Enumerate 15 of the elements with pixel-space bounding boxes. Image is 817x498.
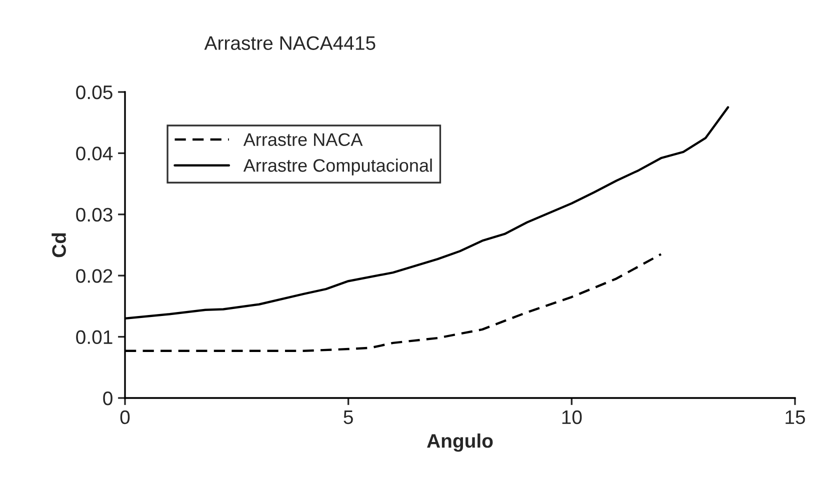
- y-tick-label: 0.01: [76, 330, 112, 344]
- y-tick-label: 0.02: [76, 269, 112, 283]
- x-tick-label: 15: [786, 410, 805, 424]
- legend-label: Arrastre Computacional: [243, 158, 432, 176]
- legend-label: Arrastre NACA: [243, 133, 363, 146]
- x-tick-label: 10: [562, 410, 582, 424]
- y-axis-title: Cd: [52, 233, 66, 258]
- y-tick-label: 0.03: [76, 208, 112, 222]
- y-tick-label: 0: [103, 391, 112, 406]
- x-tick-label: 0: [120, 410, 130, 424]
- x-tick-label: 5: [344, 410, 353, 424]
- x-axis-title: Angulo: [427, 433, 493, 452]
- chart-title: Arrastre NACA4415: [204, 36, 376, 50]
- y-tick-label: 0.05: [76, 85, 112, 100]
- y-tick-label: 0.04: [76, 146, 113, 160]
